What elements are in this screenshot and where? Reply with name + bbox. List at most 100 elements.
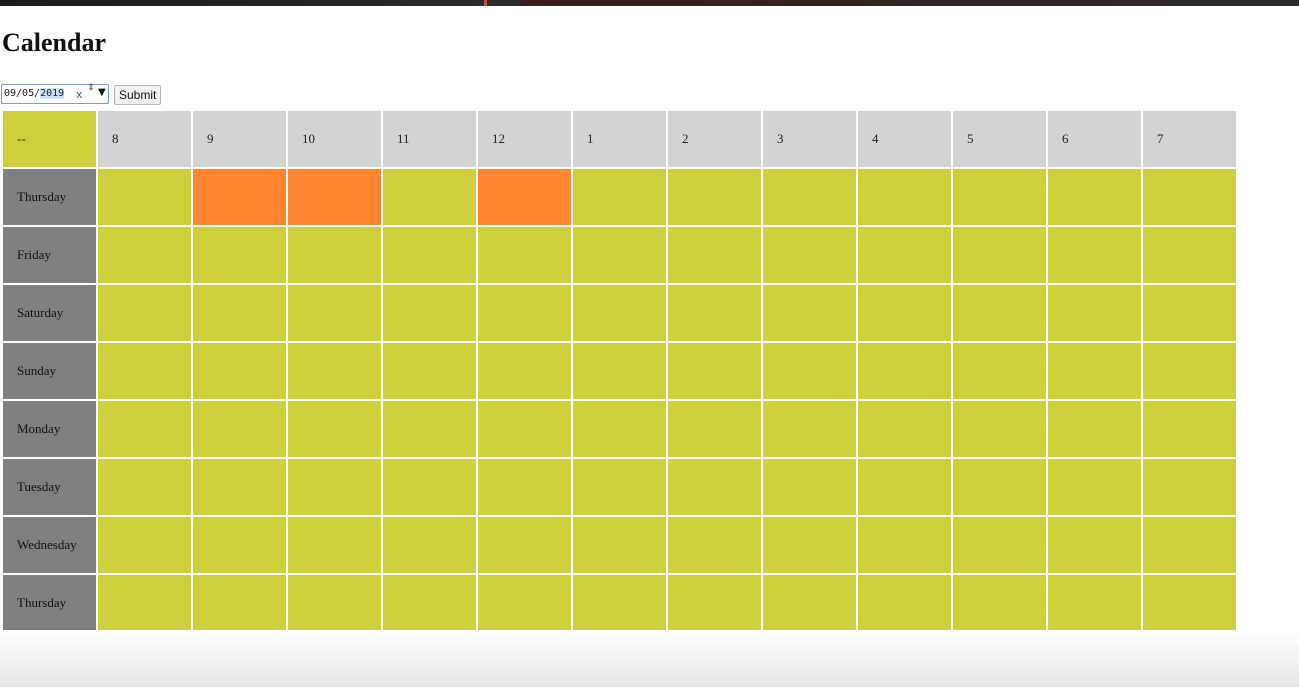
time-slot[interactable] (288, 459, 381, 515)
time-slot[interactable] (953, 169, 1046, 225)
time-slot[interactable] (953, 517, 1046, 573)
time-slot[interactable] (383, 285, 476, 341)
time-slot[interactable] (858, 517, 951, 573)
time-slot[interactable] (1048, 285, 1141, 341)
time-slot[interactable] (1143, 575, 1236, 631)
time-slot[interactable] (1048, 575, 1141, 631)
time-slot[interactable] (858, 343, 951, 399)
time-slot[interactable] (383, 459, 476, 515)
time-slot[interactable] (763, 227, 856, 283)
time-slot[interactable] (1143, 401, 1236, 457)
dropdown-arrow-icon[interactable]: ▼ (98, 87, 106, 98)
time-slot[interactable] (668, 227, 761, 283)
time-slot[interactable] (98, 575, 191, 631)
time-slot[interactable] (1143, 227, 1236, 283)
time-slot[interactable] (858, 169, 951, 225)
time-slot[interactable] (763, 343, 856, 399)
time-slot[interactable] (193, 285, 286, 341)
time-slot[interactable] (98, 401, 191, 457)
time-slot[interactable] (478, 517, 571, 573)
time-slot[interactable] (478, 459, 571, 515)
time-slot[interactable] (763, 517, 856, 573)
time-slot[interactable] (953, 285, 1046, 341)
time-slot[interactable] (98, 227, 191, 283)
time-slot[interactable] (953, 575, 1046, 631)
time-slot[interactable] (193, 575, 286, 631)
time-slot[interactable] (763, 285, 856, 341)
time-slot[interactable] (193, 517, 286, 573)
time-slot[interactable] (288, 343, 381, 399)
time-slot[interactable] (573, 169, 666, 225)
time-slot[interactable] (193, 459, 286, 515)
time-slot[interactable] (668, 459, 761, 515)
time-slot[interactable] (573, 517, 666, 573)
time-slot[interactable] (1048, 401, 1141, 457)
time-slot[interactable] (288, 401, 381, 457)
time-slot[interactable] (858, 459, 951, 515)
clear-icon[interactable]: x (76, 88, 83, 101)
time-slot[interactable] (1143, 169, 1236, 225)
time-slot[interactable] (953, 343, 1046, 399)
time-slot[interactable] (288, 575, 381, 631)
time-slot[interactable] (478, 343, 571, 399)
time-slot[interactable] (193, 401, 286, 457)
time-slot[interactable] (288, 285, 381, 341)
time-slot[interactable] (858, 575, 951, 631)
time-slot[interactable] (478, 227, 571, 283)
time-slot[interactable] (383, 227, 476, 283)
time-slot[interactable] (763, 575, 856, 631)
time-slot[interactable] (383, 575, 476, 631)
time-slot[interactable] (193, 227, 286, 283)
time-slot[interactable] (668, 401, 761, 457)
time-slot[interactable] (1143, 285, 1236, 341)
time-slot[interactable] (478, 285, 571, 341)
time-slot[interactable] (573, 575, 666, 631)
time-slot[interactable] (953, 401, 1046, 457)
time-slot[interactable] (1143, 517, 1236, 573)
time-slot[interactable] (98, 459, 191, 515)
time-slot[interactable] (478, 575, 571, 631)
time-slot[interactable] (858, 227, 951, 283)
time-slot[interactable] (763, 169, 856, 225)
time-slot[interactable] (98, 517, 191, 573)
time-slot[interactable] (573, 285, 666, 341)
time-slot[interactable] (763, 459, 856, 515)
time-slot[interactable] (383, 517, 476, 573)
time-slot[interactable] (1143, 459, 1236, 515)
time-slot[interactable] (858, 285, 951, 341)
time-slot[interactable] (668, 575, 761, 631)
time-slot[interactable] (478, 401, 571, 457)
time-slot[interactable] (383, 169, 476, 225)
booked-slot[interactable] (288, 169, 381, 225)
time-slot[interactable] (98, 343, 191, 399)
time-slot[interactable] (668, 517, 761, 573)
time-slot[interactable] (573, 401, 666, 457)
time-slot[interactable] (573, 227, 666, 283)
time-slot[interactable] (668, 169, 761, 225)
submit-button[interactable]: Submit (114, 85, 162, 105)
time-slot[interactable] (383, 401, 476, 457)
time-slot[interactable] (288, 227, 381, 283)
spin-icon[interactable]: ⇕ (87, 83, 95, 93)
time-slot[interactable] (668, 285, 761, 341)
date-input[interactable]: 09/05/2019 (1, 84, 109, 104)
time-slot[interactable] (858, 401, 951, 457)
time-slot[interactable] (288, 517, 381, 573)
time-slot[interactable] (953, 227, 1046, 283)
time-slot[interactable] (573, 343, 666, 399)
time-slot[interactable] (1048, 227, 1141, 283)
time-slot[interactable] (98, 169, 191, 225)
time-slot[interactable] (1143, 343, 1236, 399)
time-slot[interactable] (383, 343, 476, 399)
time-slot[interactable] (668, 343, 761, 399)
time-slot[interactable] (98, 285, 191, 341)
time-slot[interactable] (763, 401, 856, 457)
time-slot[interactable] (193, 343, 286, 399)
time-slot[interactable] (1048, 517, 1141, 573)
booked-slot[interactable] (193, 169, 286, 225)
booked-slot[interactable] (478, 169, 571, 225)
time-slot[interactable] (1048, 343, 1141, 399)
time-slot[interactable] (1048, 459, 1141, 515)
time-slot[interactable] (1048, 169, 1141, 225)
time-slot[interactable] (573, 459, 666, 515)
